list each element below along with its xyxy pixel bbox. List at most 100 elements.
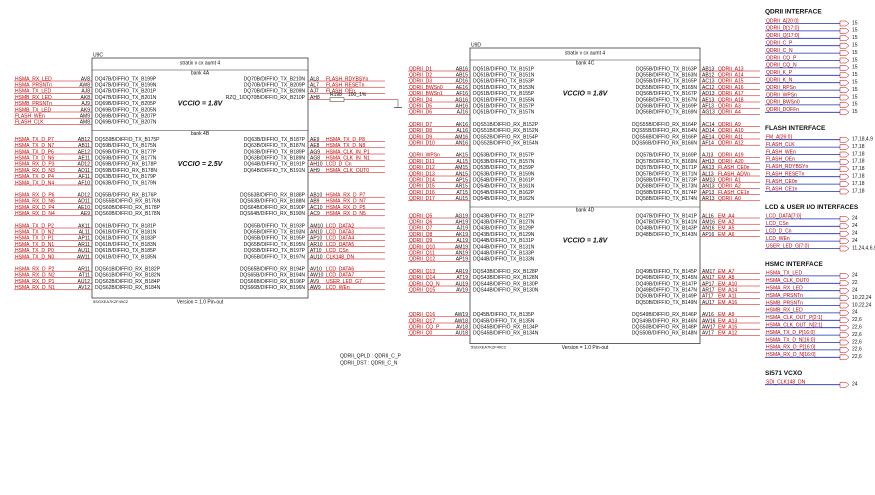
page-ref: 17,18,4,9 bbox=[852, 137, 873, 143]
net-label: QDRII_D5 bbox=[409, 104, 432, 110]
pin-number: AT15 bbox=[456, 190, 468, 196]
page-ref: 17,18 bbox=[852, 174, 865, 180]
pin-number: AD11 bbox=[78, 199, 90, 205]
pin-name: DQ44B/DIFFIO_TX_B133P bbox=[473, 251, 535, 257]
pin-number: AV12 bbox=[78, 285, 90, 291]
pin-name: DQ48B/DIFFIO_TX_B143P bbox=[636, 226, 698, 232]
pin-name: DQS52B/DIFFIO_RX_B154P bbox=[473, 134, 539, 140]
pin-name: DQ43B/DIFFIO_TX_B127N bbox=[473, 220, 535, 226]
signal-name: FLASH_RESETn bbox=[766, 172, 805, 178]
net-label: HSMA_RX_D_N5 bbox=[326, 211, 366, 217]
off-page-arrow bbox=[839, 347, 850, 353]
net-label: HSMA_CLK_OUT0 bbox=[326, 168, 369, 174]
page-ref: 24 bbox=[852, 238, 858, 244]
net-label: QDRII_D12 bbox=[409, 165, 435, 171]
net-label: QDRII_A4 bbox=[718, 110, 741, 116]
signal-name: QDRII_K_P bbox=[766, 70, 793, 76]
off-page-arrow bbox=[839, 102, 850, 108]
pin-number: AH19 bbox=[455, 220, 468, 226]
net-label: LCD_DATA2 bbox=[326, 223, 354, 229]
net-label: EM_A6 bbox=[718, 232, 735, 238]
pin-name: DQ58B/DIFFIO_TX_B174N bbox=[636, 196, 698, 202]
pin-name: DQS62B/DIFFIO_RX_B184N bbox=[95, 285, 161, 291]
pin-name: DQ65B/DIFFIO_TX_B197P bbox=[244, 248, 306, 254]
signal-name: QDRII_WPSn bbox=[766, 92, 797, 98]
pin-name: DQ54B/DIFFIO_TX_B161N bbox=[473, 184, 535, 190]
net-label: QDRII_D1 bbox=[409, 66, 432, 72]
pin-number: AR10 bbox=[310, 242, 323, 248]
net-label: HSMA_RX_D_N3 bbox=[15, 168, 55, 174]
pin-name: DQ61B/DIFFIO_TX_B185P bbox=[95, 248, 157, 254]
pin-name: DQ61B/DIFFIO_TX_B185N bbox=[95, 254, 157, 260]
pin-number: AD16 bbox=[455, 79, 468, 85]
net-label: QDRII_D10 bbox=[409, 141, 435, 147]
off-page-arrow bbox=[839, 72, 850, 79]
net-label: QDRII_BWSn1 bbox=[409, 91, 443, 97]
net-label: HSMA_RX_D_P2 bbox=[15, 267, 55, 273]
net-label: LCD_D_Cn bbox=[326, 162, 352, 168]
vccio: VCCIO = 2.5V bbox=[178, 161, 224, 168]
net-label: QDRII_D11 bbox=[409, 159, 435, 165]
net-label: QDRII_A16 bbox=[718, 85, 744, 91]
net-label: QDRII_A11 bbox=[718, 134, 743, 140]
pin-name: DQS61B/DIFFIO_RX_B182P bbox=[95, 267, 161, 273]
pin-name: DQ53B/DIFFIO_TX_B159P bbox=[473, 165, 535, 171]
pin-name: DQ59B/DIFFIO_TX_B177N bbox=[95, 156, 157, 162]
off-page-arrow bbox=[839, 109, 850, 116]
net-label: QDRII_D7 bbox=[409, 122, 432, 128]
signal-name: QDRII_RPSn bbox=[766, 85, 796, 91]
pin-number: AR15 bbox=[455, 184, 468, 190]
signal-name: QDRII_CQ_P bbox=[766, 55, 797, 61]
pin-name: DQS56B/DIFFIO_RX_B166P bbox=[632, 134, 698, 140]
pin-number: AL15 bbox=[456, 159, 468, 165]
off-page-arrow bbox=[839, 151, 850, 158]
off-page-arrow bbox=[839, 173, 850, 180]
net-label: FLASH_WEn bbox=[15, 114, 45, 120]
pin-name: DQ69B/DIFFIO_TX_B207N bbox=[95, 120, 157, 126]
pin-name: DQ50B/DIFFIO_TX_B149P bbox=[636, 294, 698, 300]
pin-name: DQS55B/DIFFIO_RX_B164N bbox=[632, 128, 698, 134]
off-page-arrow bbox=[839, 166, 850, 173]
net-label: HSMA_RX_D_P6 bbox=[15, 193, 55, 199]
off-page-arrow bbox=[839, 28, 850, 34]
pin-name: DQS45B/DIFFIO_RX_B134P bbox=[473, 325, 539, 331]
net-label: LCD_DATA5 bbox=[326, 242, 354, 248]
pin-number: AV9 bbox=[310, 279, 319, 285]
pin-name: DQ51B/DIFFIO_TX_B155N bbox=[473, 97, 535, 103]
pin-name: DQS51B/DIFFIO_RX_B152P bbox=[473, 122, 539, 128]
pin-number: AF11 bbox=[78, 174, 90, 180]
pin-name: DQS55B/DIFFIO_RX_B176N bbox=[95, 199, 161, 205]
pin-name: DQ63B/DIFFIO_TX_B179P bbox=[95, 174, 157, 180]
net-label: QDRII_A3 bbox=[718, 104, 741, 110]
net-label: EM_A4 bbox=[718, 213, 735, 219]
resistor-ref: R198 bbox=[330, 92, 342, 98]
pin-number: AC9 bbox=[310, 211, 320, 217]
net-label: LCD_DATA4 bbox=[326, 236, 354, 242]
pin-name: DQ57B/DIFFIO_TX_B169P bbox=[636, 153, 698, 159]
pin-number: AM17 bbox=[702, 269, 715, 275]
off-page-arrow bbox=[839, 94, 850, 101]
net-label: LCD_CSn bbox=[326, 248, 349, 254]
net-label: HSMA_RX_LED bbox=[15, 76, 52, 82]
pin-number: AK15 bbox=[456, 153, 468, 159]
pin-name: DQS62B/DIFFIO_RX_B184P bbox=[95, 279, 161, 285]
net-label: QDRII_A18 bbox=[718, 97, 744, 103]
pin-name: DQ58B/DIFFIO_TX_B174P bbox=[636, 190, 698, 196]
pin-number: AW11 bbox=[77, 254, 90, 260]
signal-name: HSMA_TX_D_P[16:0] bbox=[766, 330, 815, 336]
pin-name: DQS63B/DIFFIO_RX_B188P bbox=[240, 193, 306, 199]
net-label: QDRII_D13 bbox=[409, 171, 435, 177]
off-page-arrow bbox=[839, 42, 850, 49]
off-page-arrow bbox=[839, 20, 850, 27]
net-label: HSMA_TX_D_P6 bbox=[15, 149, 54, 155]
pin-number: AF10 bbox=[78, 180, 90, 186]
net-label: QDRII_Q7 bbox=[409, 226, 433, 232]
signal-name: FLASH_CLK bbox=[766, 142, 795, 148]
pin-name: DQ64B/DIFFIO_TX_B191N bbox=[244, 168, 306, 174]
pin-name: DQ44B/DIFFIO_TX_B133N bbox=[473, 257, 535, 263]
pin-number: AR17 bbox=[702, 288, 715, 294]
signal-name: FLASH_CE0n bbox=[766, 179, 798, 185]
pin-name: DQ43B/DIFFIO_TX_B127P bbox=[473, 213, 535, 219]
net-label: HSMA_TX_D_P0 bbox=[15, 248, 54, 254]
pin-name: DQ53B/DIFFIO_TX_B157N bbox=[473, 159, 535, 165]
